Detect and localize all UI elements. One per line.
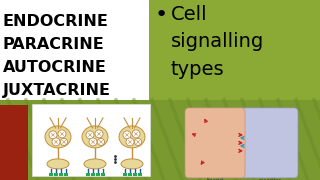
- Text: JUXTACRINE: JUXTACRINE: [3, 83, 111, 98]
- Bar: [54, 173, 58, 176]
- Ellipse shape: [47, 159, 69, 169]
- Text: signalling: signalling: [171, 32, 264, 51]
- Circle shape: [89, 138, 97, 146]
- Ellipse shape: [121, 159, 143, 169]
- Text: ligand
cell: ligand cell: [206, 178, 223, 180]
- Circle shape: [123, 131, 131, 139]
- Circle shape: [126, 138, 134, 146]
- Bar: [149, 0, 320, 100]
- Bar: [49, 173, 53, 176]
- Circle shape: [52, 138, 60, 146]
- Bar: [0, 0, 149, 100]
- Bar: [86, 173, 90, 176]
- Bar: [91, 173, 95, 176]
- Ellipse shape: [45, 126, 71, 148]
- Text: types: types: [171, 60, 224, 79]
- Ellipse shape: [84, 159, 106, 169]
- Bar: [123, 173, 127, 176]
- Circle shape: [86, 131, 94, 139]
- Bar: [138, 173, 142, 176]
- Circle shape: [95, 130, 103, 138]
- Bar: [128, 173, 132, 176]
- Bar: [0, 105, 28, 180]
- Text: receptor
cell: receptor cell: [259, 178, 282, 180]
- Circle shape: [60, 138, 68, 145]
- Bar: [133, 173, 137, 176]
- Bar: [64, 173, 68, 176]
- Circle shape: [49, 131, 57, 139]
- Ellipse shape: [82, 126, 108, 148]
- FancyBboxPatch shape: [238, 108, 298, 178]
- Text: Cell: Cell: [171, 5, 207, 24]
- Text: •: •: [155, 5, 168, 25]
- Text: PARACRINE: PARACRINE: [3, 37, 105, 52]
- Text: AUTOCRINE: AUTOCRINE: [3, 60, 107, 75]
- FancyBboxPatch shape: [185, 108, 245, 178]
- Circle shape: [132, 130, 140, 138]
- Circle shape: [58, 130, 66, 138]
- Text: ENDOCRINE: ENDOCRINE: [3, 14, 109, 29]
- Ellipse shape: [119, 126, 145, 148]
- Bar: [96, 173, 100, 176]
- Bar: [0, 100, 320, 180]
- Circle shape: [134, 138, 141, 145]
- Circle shape: [98, 138, 105, 145]
- Bar: [32, 104, 150, 176]
- Bar: [101, 173, 105, 176]
- Bar: [59, 173, 63, 176]
